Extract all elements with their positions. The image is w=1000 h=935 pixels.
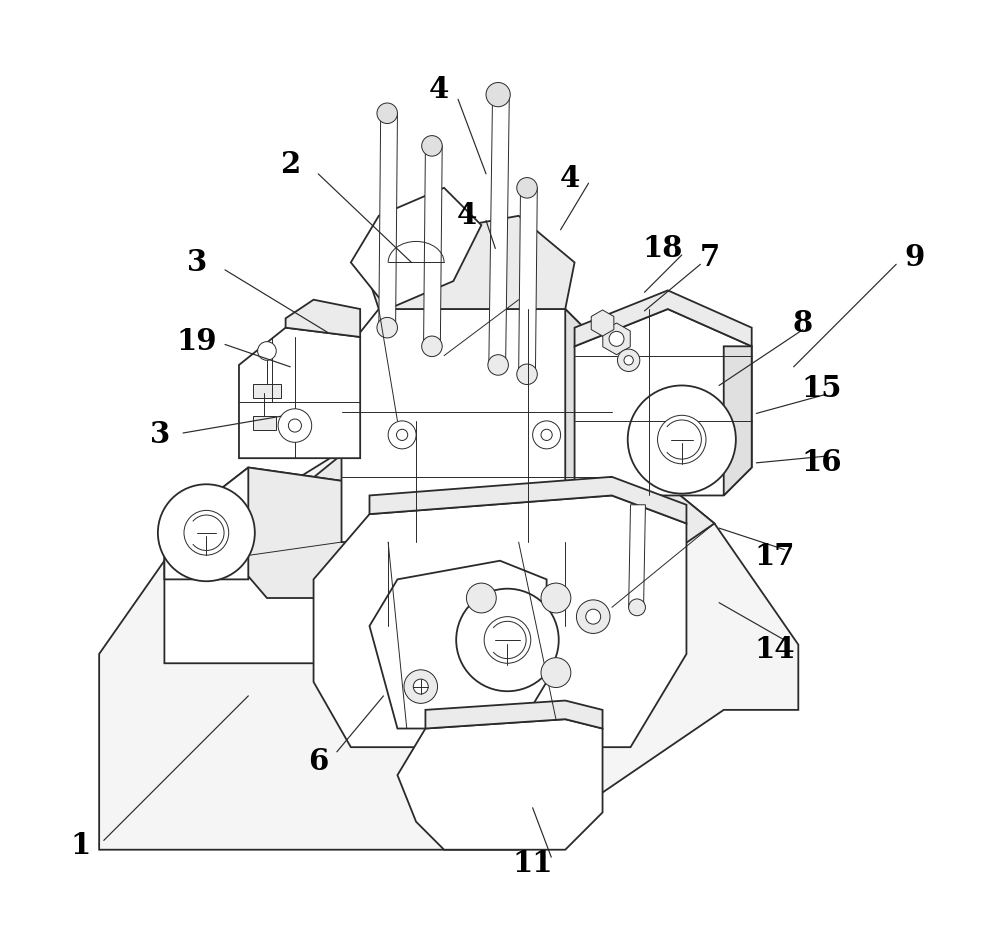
Polygon shape <box>286 300 360 337</box>
Polygon shape <box>369 561 547 728</box>
Text: 18: 18 <box>643 234 683 263</box>
Polygon shape <box>164 468 248 580</box>
Polygon shape <box>211 468 379 598</box>
Polygon shape <box>99 439 798 850</box>
Circle shape <box>413 679 428 694</box>
Polygon shape <box>575 291 752 346</box>
Circle shape <box>617 349 640 371</box>
Polygon shape <box>629 505 645 608</box>
Text: 16: 16 <box>801 449 842 478</box>
Polygon shape <box>239 327 360 458</box>
Polygon shape <box>489 94 509 365</box>
Text: 4: 4 <box>429 76 450 105</box>
Text: 8: 8 <box>793 309 813 338</box>
Circle shape <box>541 583 571 613</box>
Polygon shape <box>351 188 481 309</box>
Polygon shape <box>425 700 603 728</box>
Circle shape <box>488 354 508 375</box>
Text: 19: 19 <box>177 327 217 356</box>
Circle shape <box>388 421 416 449</box>
Text: 3: 3 <box>150 421 170 450</box>
Polygon shape <box>253 416 276 430</box>
Polygon shape <box>379 113 397 327</box>
Circle shape <box>576 600 610 633</box>
Text: 6: 6 <box>308 747 328 776</box>
Polygon shape <box>211 439 714 626</box>
Polygon shape <box>253 383 281 397</box>
Text: 4: 4 <box>457 201 478 230</box>
Circle shape <box>658 415 706 464</box>
Text: 2: 2 <box>280 150 300 179</box>
Circle shape <box>456 589 559 691</box>
Polygon shape <box>724 346 752 496</box>
Polygon shape <box>565 309 612 542</box>
Text: 15: 15 <box>801 374 842 403</box>
Polygon shape <box>164 468 379 663</box>
Polygon shape <box>424 146 442 346</box>
Circle shape <box>628 385 736 494</box>
Polygon shape <box>519 188 537 374</box>
Circle shape <box>377 103 397 123</box>
Text: 11: 11 <box>512 849 553 878</box>
Text: 9: 9 <box>905 243 925 272</box>
Circle shape <box>158 484 255 582</box>
Text: 17: 17 <box>755 541 795 570</box>
Circle shape <box>624 355 633 365</box>
Circle shape <box>484 617 531 663</box>
Polygon shape <box>342 309 612 542</box>
Circle shape <box>629 599 645 616</box>
Text: 14: 14 <box>755 635 795 664</box>
Circle shape <box>377 317 397 338</box>
Circle shape <box>422 336 442 356</box>
Circle shape <box>541 429 552 440</box>
Polygon shape <box>397 719 603 850</box>
Circle shape <box>533 421 561 449</box>
Text: 7: 7 <box>700 243 720 272</box>
Polygon shape <box>603 323 630 354</box>
Circle shape <box>466 583 496 613</box>
Text: 1: 1 <box>70 830 91 859</box>
Circle shape <box>486 82 510 107</box>
Circle shape <box>258 341 276 360</box>
Circle shape <box>609 331 624 346</box>
Circle shape <box>517 364 537 384</box>
Polygon shape <box>369 216 575 309</box>
Polygon shape <box>575 309 752 496</box>
Circle shape <box>517 178 537 198</box>
Circle shape <box>278 409 312 442</box>
Polygon shape <box>369 477 686 524</box>
Text: 3: 3 <box>187 248 207 277</box>
Circle shape <box>586 610 601 625</box>
Text: 4: 4 <box>560 164 580 193</box>
Circle shape <box>184 511 229 555</box>
Circle shape <box>404 669 438 703</box>
Polygon shape <box>591 310 614 336</box>
Polygon shape <box>314 496 686 747</box>
Circle shape <box>541 657 571 687</box>
Circle shape <box>397 429 408 440</box>
Circle shape <box>288 419 301 432</box>
Circle shape <box>422 136 442 156</box>
